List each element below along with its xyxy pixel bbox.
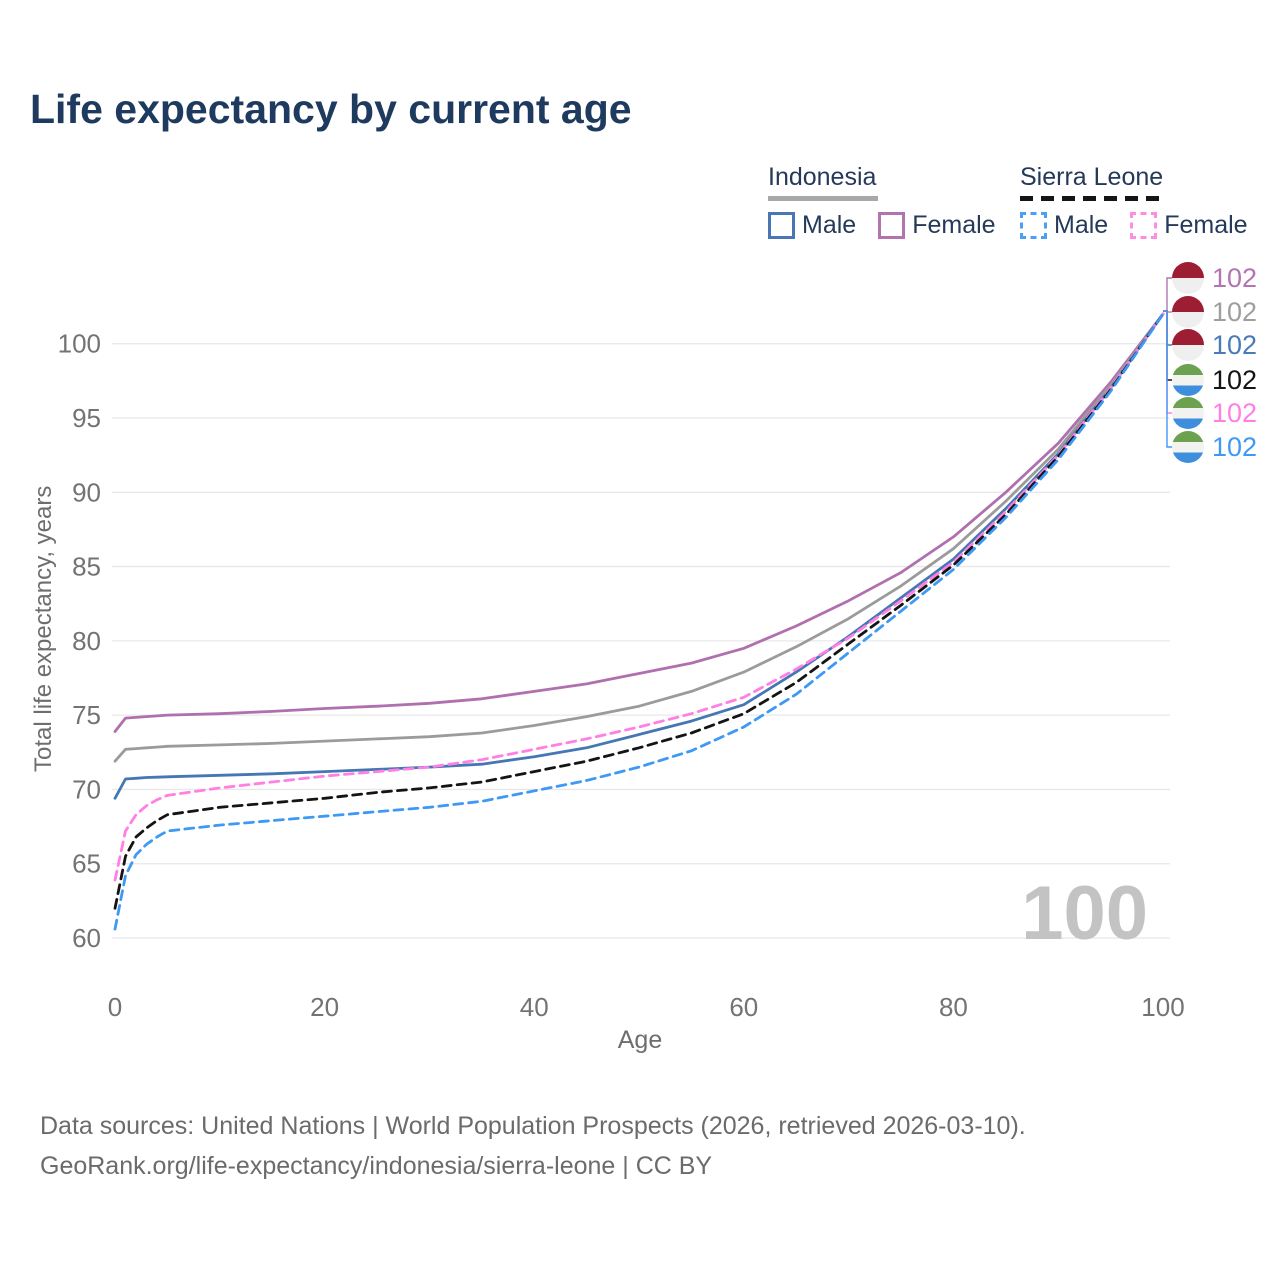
legend-item-sierra-leone-male[interactable]: Male xyxy=(1020,211,1108,240)
legend-item-sierra-leone-female[interactable]: Female xyxy=(1130,211,1248,240)
sierra-leone-female-checkbox-icon[interactable] xyxy=(1130,212,1158,239)
legend-item-label: Male xyxy=(1054,211,1109,239)
legend-item-indonesia-female[interactable]: Female xyxy=(878,211,996,240)
indonesia-male-checkbox-icon[interactable] xyxy=(768,212,795,239)
x-tick-label-0: 0 xyxy=(108,992,122,1022)
leader-line-sierra-leone-male xyxy=(1163,310,1173,448)
legend-item-indonesia-male[interactable]: Male xyxy=(768,211,856,240)
leader-line-indonesia-female xyxy=(1163,277,1173,312)
sierra-leone-line-style-swatch xyxy=(1020,196,1163,201)
series-line-sierra-leone-total[interactable] xyxy=(113,312,1165,910)
footer: Data sources: United Nations | World Pop… xyxy=(40,1106,1026,1186)
legend-country-indonesia[interactable]: Indonesia xyxy=(768,163,1018,201)
legend-item-label: Male xyxy=(802,211,857,239)
footer-data-sources: Data sources: United Nations | World Pop… xyxy=(40,1112,1026,1140)
y-axis-title: Total life expectancy, years xyxy=(30,485,57,773)
x-tick-label-80: 80 xyxy=(939,992,968,1022)
x-tick-label-20: 20 xyxy=(310,992,339,1022)
x-tick-label-40: 40 xyxy=(520,992,549,1022)
y-tick-label-80: 80 xyxy=(72,626,101,656)
series-line-sierra-leone-male[interactable] xyxy=(113,312,1165,931)
legend-country-label: Indonesia xyxy=(768,163,877,191)
legend-item-label: Female xyxy=(912,211,996,239)
x-tick-label-100: 100 xyxy=(1141,992,1184,1022)
y-tick-label-65: 65 xyxy=(72,849,101,879)
y-tick-label-95: 95 xyxy=(72,403,101,433)
y-tick-label-75: 75 xyxy=(72,700,101,730)
y-tick-label-90: 90 xyxy=(72,477,101,507)
age-counter-watermark: 100 xyxy=(1021,871,1148,956)
legend-item-label: Female xyxy=(1164,211,1248,239)
y-tick-label-100: 100 xyxy=(58,329,101,359)
legend-group-sierra-leone: Sierra Leone Male Female xyxy=(1020,163,1270,240)
series-line-indonesia-male[interactable] xyxy=(113,312,1165,800)
footer-attribution: GeoRank.org/life-expectancy/indonesia/si… xyxy=(40,1152,713,1180)
y-tick-label-85: 85 xyxy=(72,552,101,582)
legend-country-label: Sierra Leone xyxy=(1020,163,1164,191)
leader-line-sierra-leone-female xyxy=(1163,310,1173,414)
x-tick-label-60: 60 xyxy=(729,992,758,1022)
page-title: Life expectancy by current age xyxy=(30,86,632,132)
series-line-indonesia-female[interactable] xyxy=(113,312,1165,733)
y-tick-label-60: 60 xyxy=(72,923,101,953)
x-axis-title: Age xyxy=(617,1026,663,1054)
y-tick-label-70: 70 xyxy=(72,774,101,804)
series-line-indonesia-total[interactable] xyxy=(113,312,1165,763)
legend-country-sierra-leone[interactable]: Sierra Leone xyxy=(1020,163,1270,201)
leader-line-indonesia-male xyxy=(1163,310,1173,346)
indonesia-line-style-swatch xyxy=(768,196,878,201)
sierra-leone-male-checkbox-icon[interactable] xyxy=(1020,212,1047,239)
series-line-sierra-leone-female[interactable] xyxy=(113,312,1165,882)
legend-group-indonesia: Indonesia Male Female xyxy=(768,163,1018,240)
indonesia-female-checkbox-icon[interactable] xyxy=(878,212,906,239)
